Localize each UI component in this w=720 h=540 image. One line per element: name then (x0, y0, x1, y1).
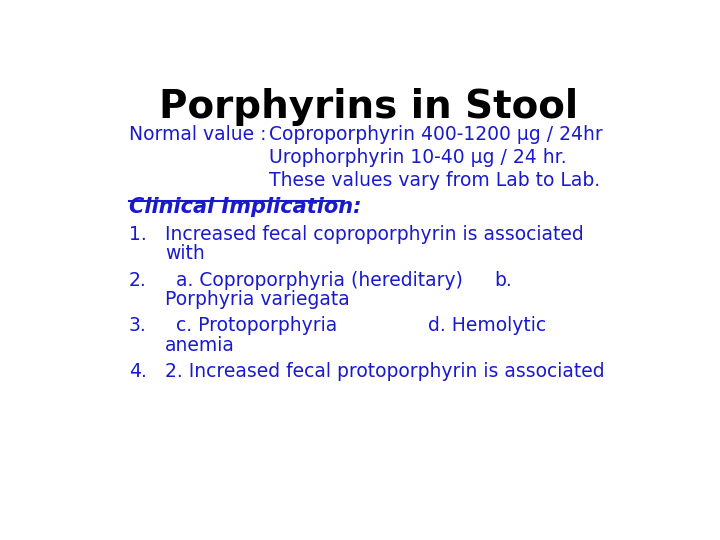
Text: These values vary from Lab to Lab.: These values vary from Lab to Lab. (269, 171, 600, 190)
Text: anemia: anemia (166, 336, 235, 355)
Text: Urophorphyrin 10-40 μg / 24 hr.: Urophorphyrin 10-40 μg / 24 hr. (269, 148, 566, 167)
Text: 2. Increased fecal protoporphyrin is associated: 2. Increased fecal protoporphyrin is ass… (166, 362, 605, 381)
Text: Normal value :: Normal value : (129, 125, 266, 144)
Text: 2.: 2. (129, 271, 147, 289)
Text: Clinical Implication:: Clinical Implication: (129, 197, 361, 217)
Text: Increased fecal coproporphyrin is associated: Increased fecal coproporphyrin is associ… (166, 225, 584, 244)
Text: Porphyrins in Stool: Porphyrins in Stool (159, 87, 579, 126)
Text: b.: b. (495, 271, 513, 289)
Text: 3.: 3. (129, 316, 147, 335)
Text: Porphyria variegata: Porphyria variegata (166, 290, 350, 309)
Text: a. Coproporphyria (hereditary): a. Coproporphyria (hereditary) (176, 271, 464, 289)
Text: 1.: 1. (129, 225, 147, 244)
Text: with: with (166, 245, 205, 264)
Text: 4.: 4. (129, 362, 147, 381)
Text: c. Protoporphyria: c. Protoporphyria (176, 316, 338, 335)
Text: Coproporphyrin 400-1200 μg / 24hr: Coproporphyrin 400-1200 μg / 24hr (269, 125, 603, 144)
Text: d. Hemolytic: d. Hemolytic (428, 316, 546, 335)
